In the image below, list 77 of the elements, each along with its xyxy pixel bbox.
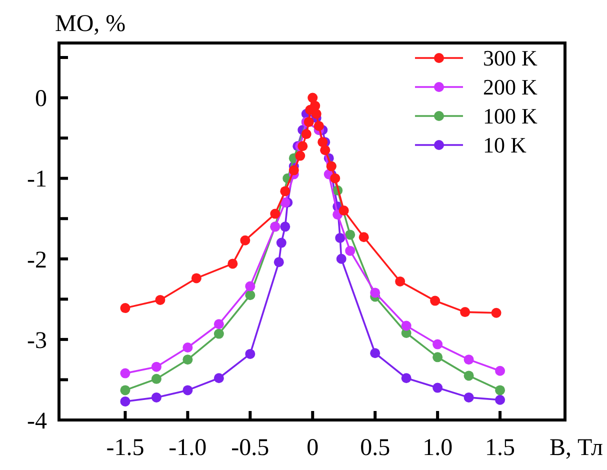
point: [298, 141, 308, 152]
point: [358, 232, 369, 242]
point: [336, 254, 346, 264]
point: [182, 385, 193, 396]
point: [338, 206, 349, 216]
y-tick-label: -1: [27, 166, 47, 193]
x-axis-title: B, Тл: [550, 435, 604, 461]
point: [308, 92, 318, 103]
point: [274, 257, 284, 268]
point: [288, 165, 299, 176]
x-tick-label: -0.5: [231, 435, 270, 461]
point: [304, 116, 314, 127]
point: [345, 230, 356, 240]
point: [460, 307, 470, 318]
point: [370, 348, 380, 358]
point: [330, 173, 340, 184]
point: [245, 348, 256, 359]
point: [228, 258, 238, 269]
y-tick-label: -2: [27, 247, 47, 274]
point: [280, 198, 290, 208]
point: [430, 296, 440, 306]
point: [345, 246, 356, 256]
x-tick-label: 1.0: [422, 435, 453, 461]
point: [395, 276, 406, 286]
point: [311, 108, 322, 119]
point: [182, 354, 193, 365]
point: [155, 294, 166, 305]
point: [314, 120, 324, 131]
legend-label: 10 K: [483, 132, 526, 158]
point: [245, 281, 256, 292]
point: [270, 208, 280, 219]
legend-label: 100 K: [483, 104, 538, 129]
point: [120, 303, 130, 314]
y-axis-title: МО, %: [55, 11, 126, 37]
point: [318, 137, 328, 148]
point: [432, 382, 443, 393]
point: [464, 370, 474, 381]
point: [120, 385, 130, 396]
point: [432, 352, 443, 362]
x-tick-label: 0.5: [360, 435, 390, 461]
point: [280, 222, 290, 232]
point: [214, 373, 224, 384]
point: [182, 342, 193, 352]
point: [401, 320, 412, 331]
x-tick-label: 0: [306, 435, 319, 461]
x-tick-label: -1.5: [106, 435, 144, 461]
point: [151, 392, 162, 402]
point: [432, 339, 443, 350]
point: [370, 288, 380, 298]
point: [191, 273, 202, 284]
point: [495, 385, 506, 396]
point: [276, 238, 286, 248]
y-tick-label: 0: [35, 86, 47, 112]
point: [151, 362, 162, 372]
point: [335, 232, 346, 243]
point: [151, 374, 162, 384]
point: [214, 328, 224, 339]
point: [245, 290, 256, 300]
point: [295, 150, 306, 161]
x-tick-label: 1.5: [485, 435, 516, 461]
point: [301, 129, 312, 140]
point: [464, 392, 474, 402]
y-tick-label: -3: [27, 328, 47, 354]
y-tick-label: -4: [27, 408, 47, 434]
point: [495, 394, 506, 405]
legend-label: 300 K: [483, 46, 538, 71]
point: [280, 186, 290, 196]
x-tick-label: -1.0: [168, 435, 207, 461]
point: [120, 368, 130, 378]
point: [214, 319, 224, 330]
point: [401, 373, 412, 384]
point: [240, 235, 250, 246]
point: [491, 308, 502, 318]
point: [464, 354, 474, 365]
legend-label: 200 K: [483, 74, 538, 100]
point: [495, 366, 506, 376]
point: [120, 396, 130, 406]
